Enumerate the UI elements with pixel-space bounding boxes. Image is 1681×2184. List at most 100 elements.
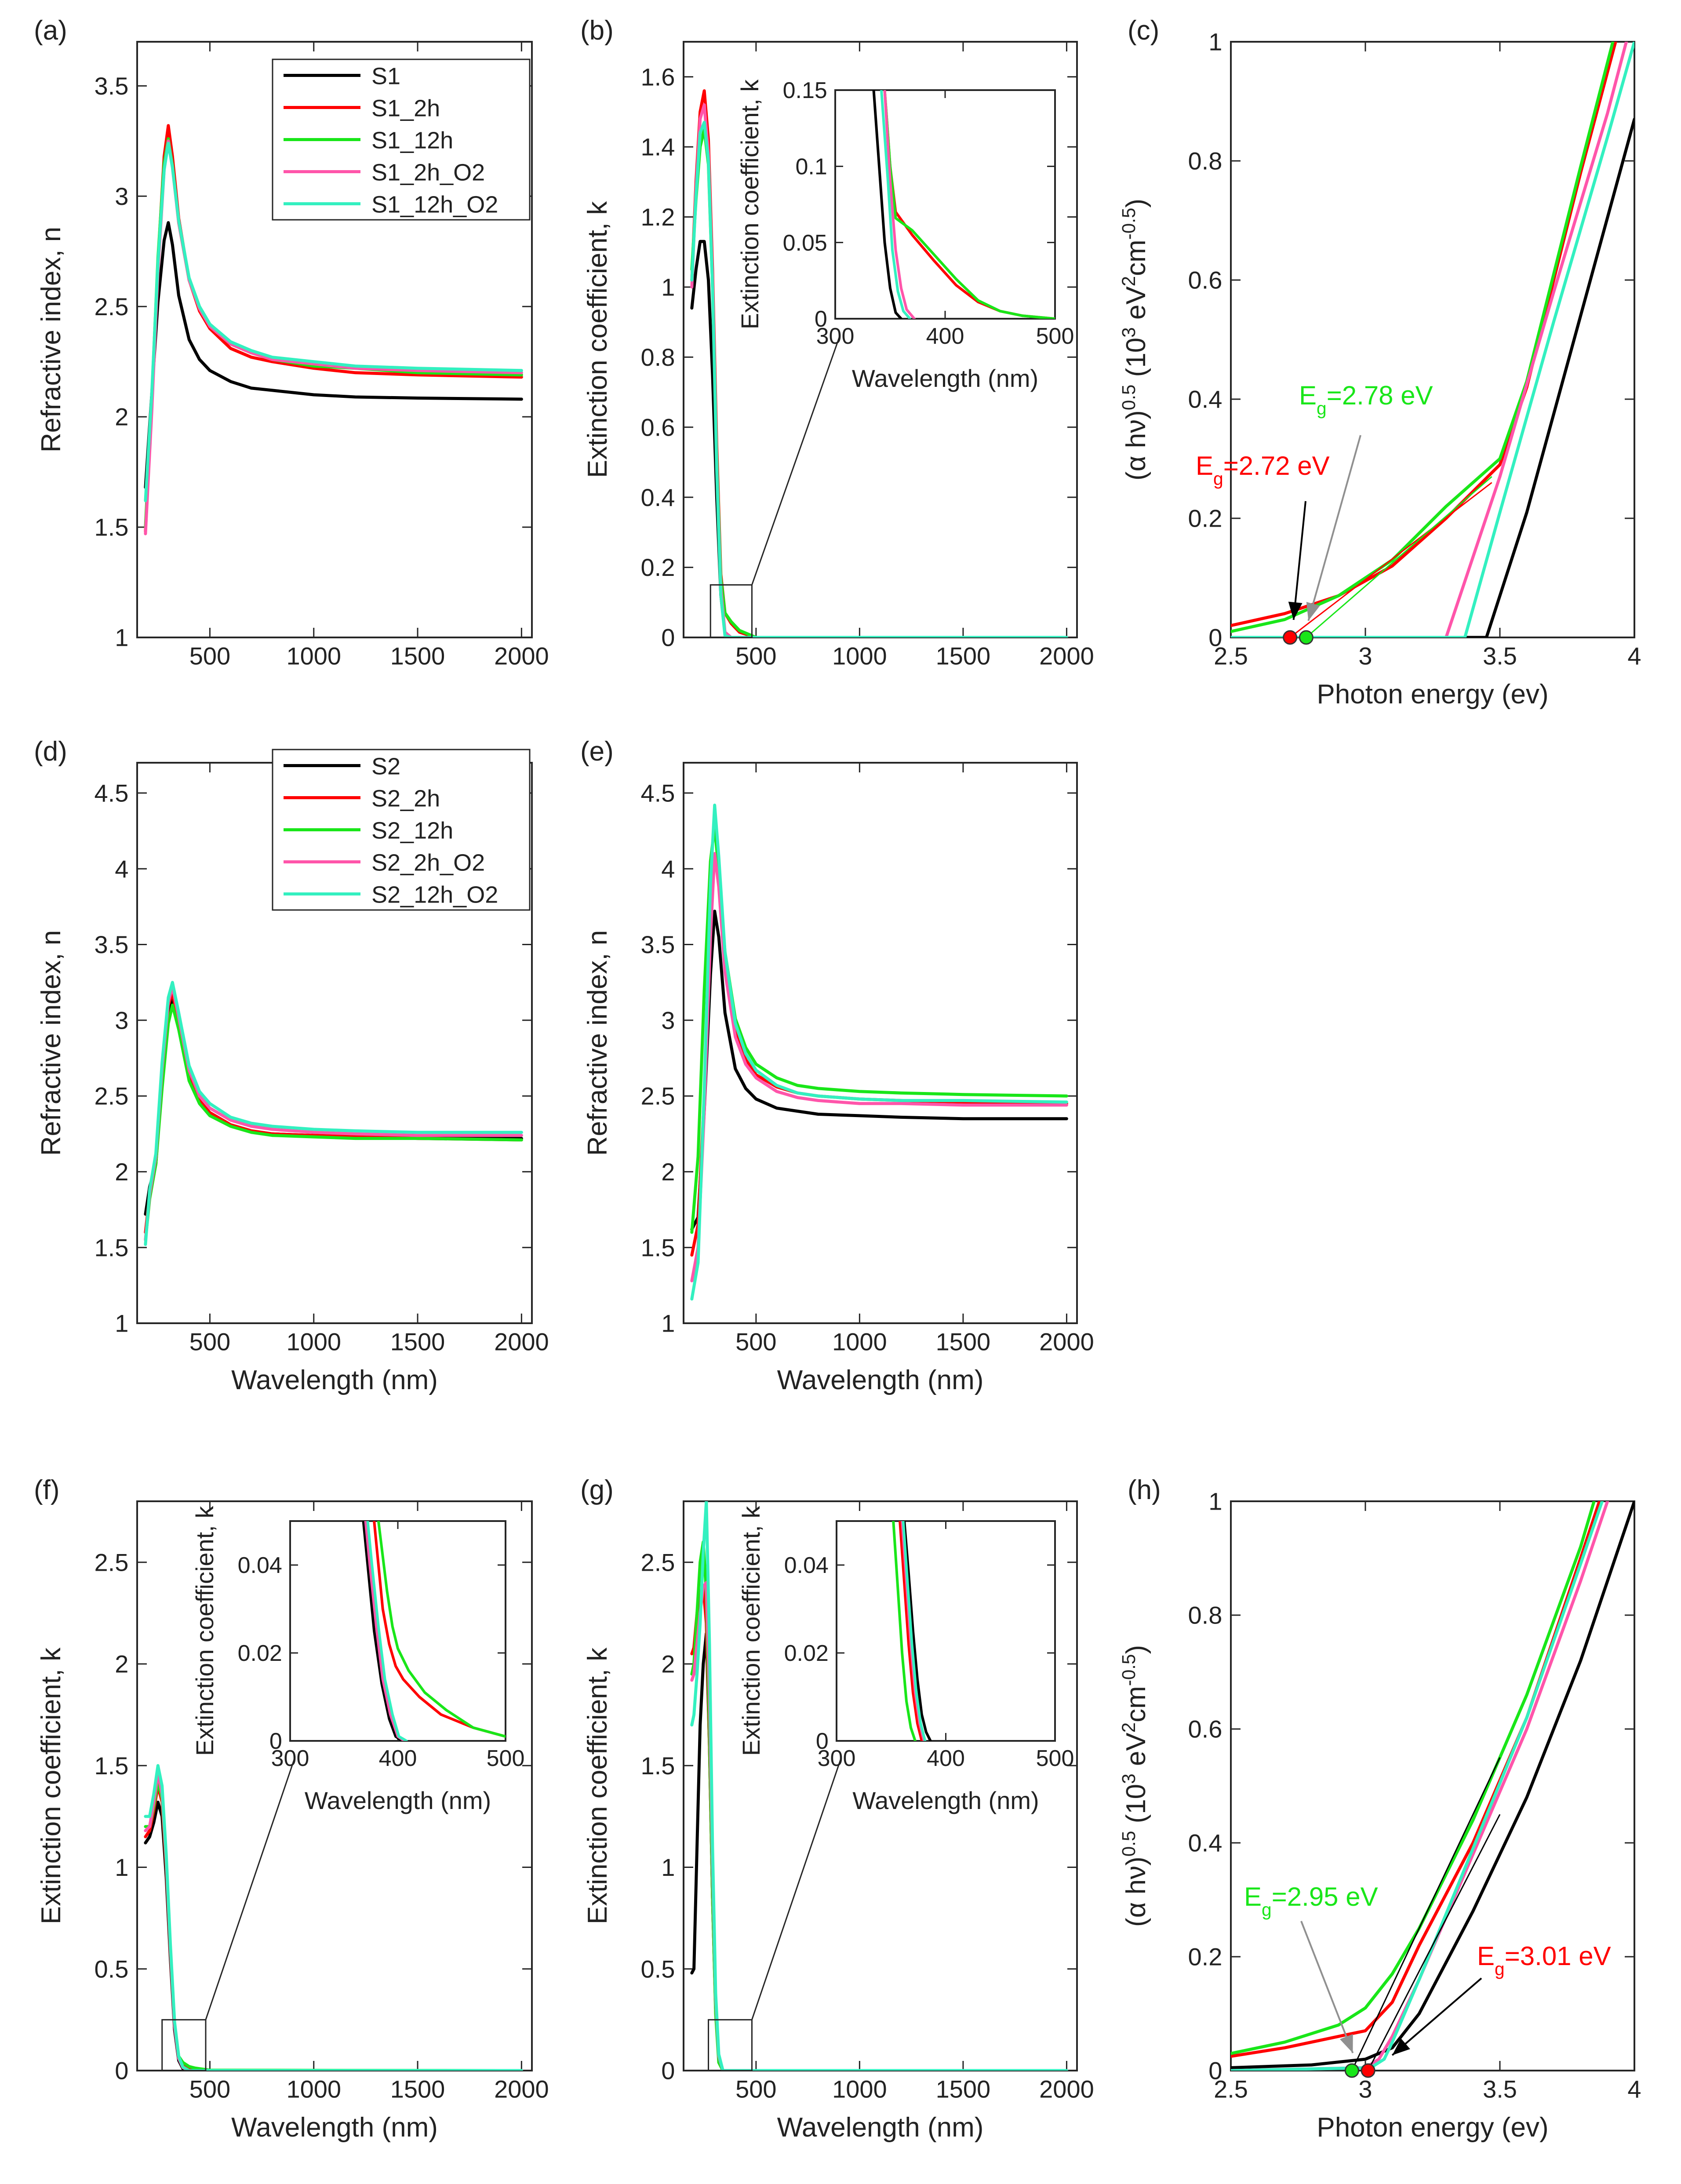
- panel-b-inset-ytick-label: 0.15: [783, 78, 827, 103]
- panel-a-ytick-label: 3.5: [95, 72, 129, 100]
- panel-e-letter: (e): [580, 736, 614, 767]
- panel-b-xtick-label: 1500: [936, 642, 991, 670]
- panel-h-eg-red-marker: [1361, 2063, 1375, 2078]
- panel-c-ylabel-part: -0.5: [1118, 208, 1139, 240]
- panel-d-ytick-label: 1.5: [95, 1234, 129, 1261]
- panel-h-eg-red-label-part: E: [1477, 1941, 1495, 1971]
- panel-f-inset-ylabel: Extinction coefficient, k: [191, 1506, 218, 1756]
- panel-c-eg-green-label-part: =2.78 eV: [1327, 381, 1433, 410]
- panel-f: 500 1000 1500 2000 0 0.5 1 1.5 2 2.5 (f) Wavelength…: [34, 1475, 549, 2143]
- panel-g-inset-xtick-label: 500: [1036, 1746, 1074, 1771]
- panel-c-ylabel: (α hν)0.5 (103 eV2cm-0.5): [1118, 199, 1152, 480]
- panel-c-eg-green-label-part: g: [1317, 398, 1327, 419]
- panel-b-inset-line-s1: [872, 90, 902, 319]
- panel-c-line-s1-12h: [1231, 42, 1615, 633]
- panel-c-ylabel-part: 3: [1118, 327, 1139, 337]
- panel-e-ytick-label: 2: [661, 1158, 675, 1186]
- panel-b-inset-xtick-label: 300: [816, 324, 855, 349]
- panel-h-ylabel-part: ): [1121, 1645, 1151, 1654]
- panel-d-ytick-label: 1: [115, 1310, 128, 1337]
- panel-e-ytick-label: 4.5: [641, 779, 675, 807]
- panel-d-series-group: [144, 981, 523, 1246]
- panel-a-legend-label: S1_12h_O2: [371, 192, 498, 218]
- panel-h-ylabel-part: (10: [1121, 1784, 1151, 1831]
- panel-h-eg-red-arrow-shaft: [1391, 1977, 1482, 2056]
- panel-c-line-s1-12h-o2: [1231, 42, 1634, 637]
- panel-f-inset-ytick-label: 0.04: [238, 1553, 282, 1578]
- panel-c-ytick-label: 0.8: [1188, 147, 1223, 175]
- panel-d-line-s2-12h-o2: [144, 981, 523, 1246]
- panel-g-line-s2-12h-o2: [690, 1501, 1068, 2071]
- panel-c-eg-red-arrow-head: [1288, 601, 1303, 620]
- panel-g-inset-line-s2-12h: [892, 1521, 917, 1741]
- panel-f-xtick-label: 1000: [286, 2075, 341, 2103]
- panel-g-inset-ytick-label: 0.02: [784, 1641, 829, 1666]
- panel-c-eg-red-label-part: g: [1213, 469, 1223, 489]
- panel-b-inset-line-s1-12h-o2: [880, 90, 911, 319]
- panel-c-ytick-label: 0.4: [1188, 386, 1223, 413]
- panel-d-ytick-label: 3.5: [95, 931, 129, 958]
- panel-h-eg-green-arrow-shaft: [1300, 1921, 1354, 2053]
- panel-c-xtick-label: 3.5: [1483, 642, 1517, 670]
- panel-f-ytick-label: 1.5: [95, 1752, 129, 1780]
- panel-f-inset-series-group: [362, 1521, 506, 1741]
- panel-c-xtick-label: 2.5: [1214, 642, 1248, 670]
- panel-c-ylabel-part: (α hν): [1121, 410, 1151, 480]
- panel-h-ytick-label: 0.2: [1188, 1943, 1223, 1971]
- panel-h-eg-green-marker: [1344, 2063, 1359, 2078]
- panel-f-xtick-label: 2000: [494, 2075, 549, 2103]
- panel-c-ytick-label: 0.6: [1188, 266, 1223, 294]
- panel-a-line-s1: [144, 221, 523, 489]
- panel-e-ytick-label: 1.5: [641, 1234, 675, 1261]
- panel-c-eg-red-label: Eg=2.72 eV: [1196, 451, 1330, 489]
- panel-h-xtick-label: 3.5: [1483, 2075, 1517, 2103]
- panel-b-inset: 300 400 500 0 0.05 0.1 0.15 Wavelength (nm) Exti…: [736, 78, 1074, 392]
- panel-g-xtick-label: 500: [735, 2075, 776, 2103]
- panel-b-inset-ylabel: Extinction coefficient, k: [736, 79, 764, 330]
- panel-b-inset-axes-frame: [834, 89, 1056, 320]
- panel-c-xtick-label: 4: [1627, 642, 1641, 670]
- panel-f-inset-xtick-label: 400: [379, 1746, 417, 1771]
- panel-a-series-group: [144, 124, 523, 535]
- panel-g-inset-xlabel: Wavelength (nm): [852, 1787, 1039, 1814]
- panel-f-inset-line-s2-12h-o2: [366, 1521, 408, 1741]
- panel-g-inset-series-group: [892, 1521, 932, 1741]
- panel-f-ytick-label: 1: [115, 1853, 128, 1881]
- panel-c-ytick-label: 1: [1208, 28, 1222, 56]
- panel-f-inset-line-s2-12h: [377, 1521, 506, 1738]
- panel-g-inset-ytick-label: 0.04: [784, 1553, 829, 1578]
- panel-d-xtick-label: 1000: [286, 1328, 341, 1356]
- panel-b-ytick-label: 0: [661, 624, 675, 652]
- panel-a-ytick-label: 1: [115, 624, 128, 652]
- panel-f-inset-xlabel: Wavelength (nm): [305, 1787, 491, 1814]
- panel-b-xtick-label: 500: [735, 642, 776, 670]
- panel-h-xtick-label: 4: [1627, 2075, 1641, 2103]
- panel-b-zoom-connector: [751, 336, 840, 585]
- panel-c-eg-red-label-part: =2.72 eV: [1223, 451, 1330, 480]
- panel-c-ylabel-part: 2: [1118, 276, 1139, 286]
- panel-b-ytick-label: 1.6: [641, 63, 675, 91]
- panel-a-legend-label: S1: [371, 63, 400, 90]
- panel-h-xtick-label: 2.5: [1214, 2075, 1248, 2103]
- panel-d-legend-label: S2_2h_O2: [371, 850, 485, 876]
- panel-e-ytick-label: 2.5: [641, 1082, 675, 1110]
- panel-e-line-s2-12h-o2: [690, 804, 1068, 1301]
- panel-a-ytick-label: 3: [115, 182, 128, 210]
- panel-c-tangent-line: [1289, 482, 1492, 638]
- panel-g-zoom-box: [708, 2019, 753, 2071]
- panel-d-ytick-label: 4.5: [95, 779, 129, 807]
- panel-h-ylabel-part: 0.5: [1118, 1831, 1139, 1857]
- panel-h-xlabel: Photon energy (ev): [1317, 2112, 1548, 2143]
- panel-a-ylabel: Refractive index, n: [36, 227, 66, 452]
- panel-f-inset-xtick-label: 500: [487, 1746, 525, 1771]
- panel-f-zoom-box: [161, 2019, 207, 2071]
- panel-f-inset: 300 400 500 0 0.02 0.04 Wavelength (nm) Extinct…: [191, 1506, 524, 1814]
- panel-h-letter: (h): [1128, 1475, 1161, 1505]
- panel-h-line-s2-12h-o2: [1231, 1501, 1604, 2071]
- panel-h-eg-red-label: Eg=3.01 eV: [1477, 1941, 1611, 1979]
- panel-h-xtick-label: 3: [1358, 2075, 1372, 2103]
- panel-g-xtick-label: 1000: [832, 2075, 887, 2103]
- panel-g-inset-line-s2-12h-o2: [902, 1521, 927, 1741]
